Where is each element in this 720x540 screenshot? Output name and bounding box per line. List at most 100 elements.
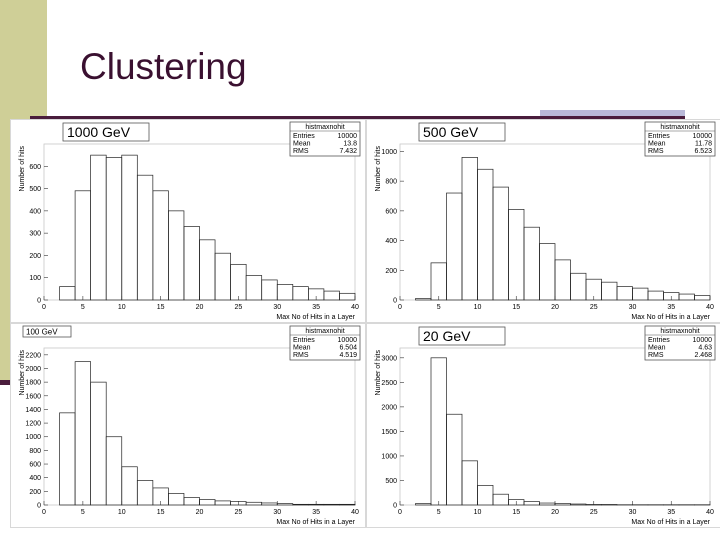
histogram-bin [539, 243, 556, 301]
y-tick-label: 400 [29, 475, 41, 482]
energy-label-box [418, 326, 506, 346]
x-tick-label: 25 [234, 509, 242, 516]
histogram-bin [152, 190, 169, 301]
histogram-bin [554, 503, 571, 506]
stats-entries-label: Entries [293, 133, 315, 140]
stats-mean-value: 6.504 [339, 345, 357, 352]
histogram-bin [245, 275, 263, 301]
y-axis-label: Number of hits [19, 146, 26, 192]
stats-rms-label: RMS [293, 352, 309, 359]
y-tick-label: 1000 [25, 434, 41, 441]
stats-entries-label: Entries [648, 337, 670, 344]
histogram-bin [59, 286, 76, 301]
y-tick-label: 100 [29, 275, 41, 282]
y-tick-label: 0 [393, 298, 397, 305]
y-tick-label: 3000 [381, 355, 397, 362]
histogram-panel-100gev: 100 GeV histmaxnohit Entries 10000 Mean 6.504… [10, 323, 366, 528]
histogram-bin [446, 413, 463, 506]
x-axis-label: Max No of Hits in a Layer [276, 314, 355, 321]
histogram-bin [74, 190, 91, 301]
y-axis-label: Number of hits [19, 350, 26, 396]
x-tick-label: 10 [474, 509, 482, 516]
x-tick-label: 10 [118, 304, 126, 311]
y-tick-label: 1200 [25, 421, 41, 428]
x-tick-label: 15 [512, 509, 520, 516]
histogram-bin [415, 298, 432, 301]
x-tick-label: 35 [667, 304, 675, 311]
x-tick-label: 35 [312, 509, 320, 516]
y-tick-label: 1000 [381, 453, 397, 460]
x-tick-label: 40 [351, 304, 359, 311]
x-tick-label: 20 [551, 509, 559, 516]
x-tick-label: 5 [437, 304, 441, 311]
y-tick-label: 2500 [381, 380, 397, 387]
x-tick-label: 15 [512, 304, 520, 311]
histogram-bin [214, 252, 231, 301]
histogram-bin [601, 281, 618, 301]
x-tick-label: 20 [196, 509, 204, 516]
y-tick-label: 300 [29, 231, 41, 238]
histogram-bin [632, 287, 649, 301]
x-axis-label: Max No of Hits in a Layer [631, 519, 710, 526]
histogram-bin [523, 226, 540, 301]
y-tick-label: 400 [29, 208, 41, 215]
x-tick-label: 15 [157, 304, 165, 311]
histogram-bin [105, 436, 123, 506]
histogram-bin [339, 503, 356, 506]
stats-box [289, 325, 361, 361]
histogram-bin [136, 480, 154, 506]
stats-box [289, 121, 361, 157]
histogram-bin [323, 290, 340, 301]
x-tick-label: 20 [551, 304, 559, 311]
x-tick-label: 35 [312, 304, 320, 311]
x-tick-label: 5 [81, 509, 85, 516]
stats-rms-value: 4.519 [339, 352, 357, 359]
energy-label: 1000 GeV [67, 124, 131, 140]
x-tick-label: 0 [398, 509, 402, 516]
energy-label: 100 GeV [26, 328, 58, 337]
histogram-bin [461, 460, 478, 506]
stats-mean-label: Mean [293, 345, 311, 352]
histogram-bin [183, 226, 200, 301]
histogram-bin [183, 497, 200, 506]
stats-mean-value: 13.8 [343, 141, 357, 148]
energy-label-box [62, 122, 150, 142]
y-tick-label: 500 [29, 186, 41, 193]
energy-label: 20 GeV [423, 328, 471, 344]
stats-rms-value: 6.523 [694, 148, 712, 155]
x-tick-label: 40 [706, 509, 714, 516]
y-tick-label: 1800 [25, 380, 41, 387]
x-tick-label: 30 [273, 304, 281, 311]
histogram-bin [276, 503, 294, 506]
x-tick-label: 30 [629, 509, 637, 516]
x-tick-label: 15 [157, 509, 165, 516]
stats-entries-value: 10000 [693, 337, 713, 344]
histogram-bin [678, 293, 695, 301]
x-tick-label: 0 [42, 304, 46, 311]
x-tick-label: 30 [273, 509, 281, 516]
histogram-bin [415, 503, 432, 506]
histogram-bin [477, 485, 494, 506]
y-tick-label: 2000 [25, 366, 41, 373]
histogram-bin [136, 174, 154, 301]
y-tick-label: 600 [385, 208, 397, 215]
stats-mean-value: 11.78 [695, 141, 712, 148]
stats-rms-value: 2.468 [694, 352, 712, 359]
histogram-bin [121, 466, 138, 506]
x-tick-label: 5 [437, 509, 441, 516]
histogram-panel-500gev: 500 GeV histmaxnohit Entries 10000 Mean 11.78… [366, 119, 720, 323]
histogram-bin [90, 381, 107, 506]
histogram-bin [292, 503, 309, 506]
x-tick-label: 5 [81, 304, 85, 311]
histogram-bin [261, 502, 278, 506]
y-tick-label: 200 [29, 253, 41, 260]
stats-name: histmaxnohit [305, 124, 344, 131]
y-tick-label: 800 [29, 448, 41, 455]
stats-entries-label: Entries [648, 133, 670, 140]
x-tick-label: 20 [196, 304, 204, 311]
x-tick-label: 0 [398, 304, 402, 311]
energy-label-box [418, 122, 506, 142]
y-tick-label: 800 [385, 179, 397, 186]
